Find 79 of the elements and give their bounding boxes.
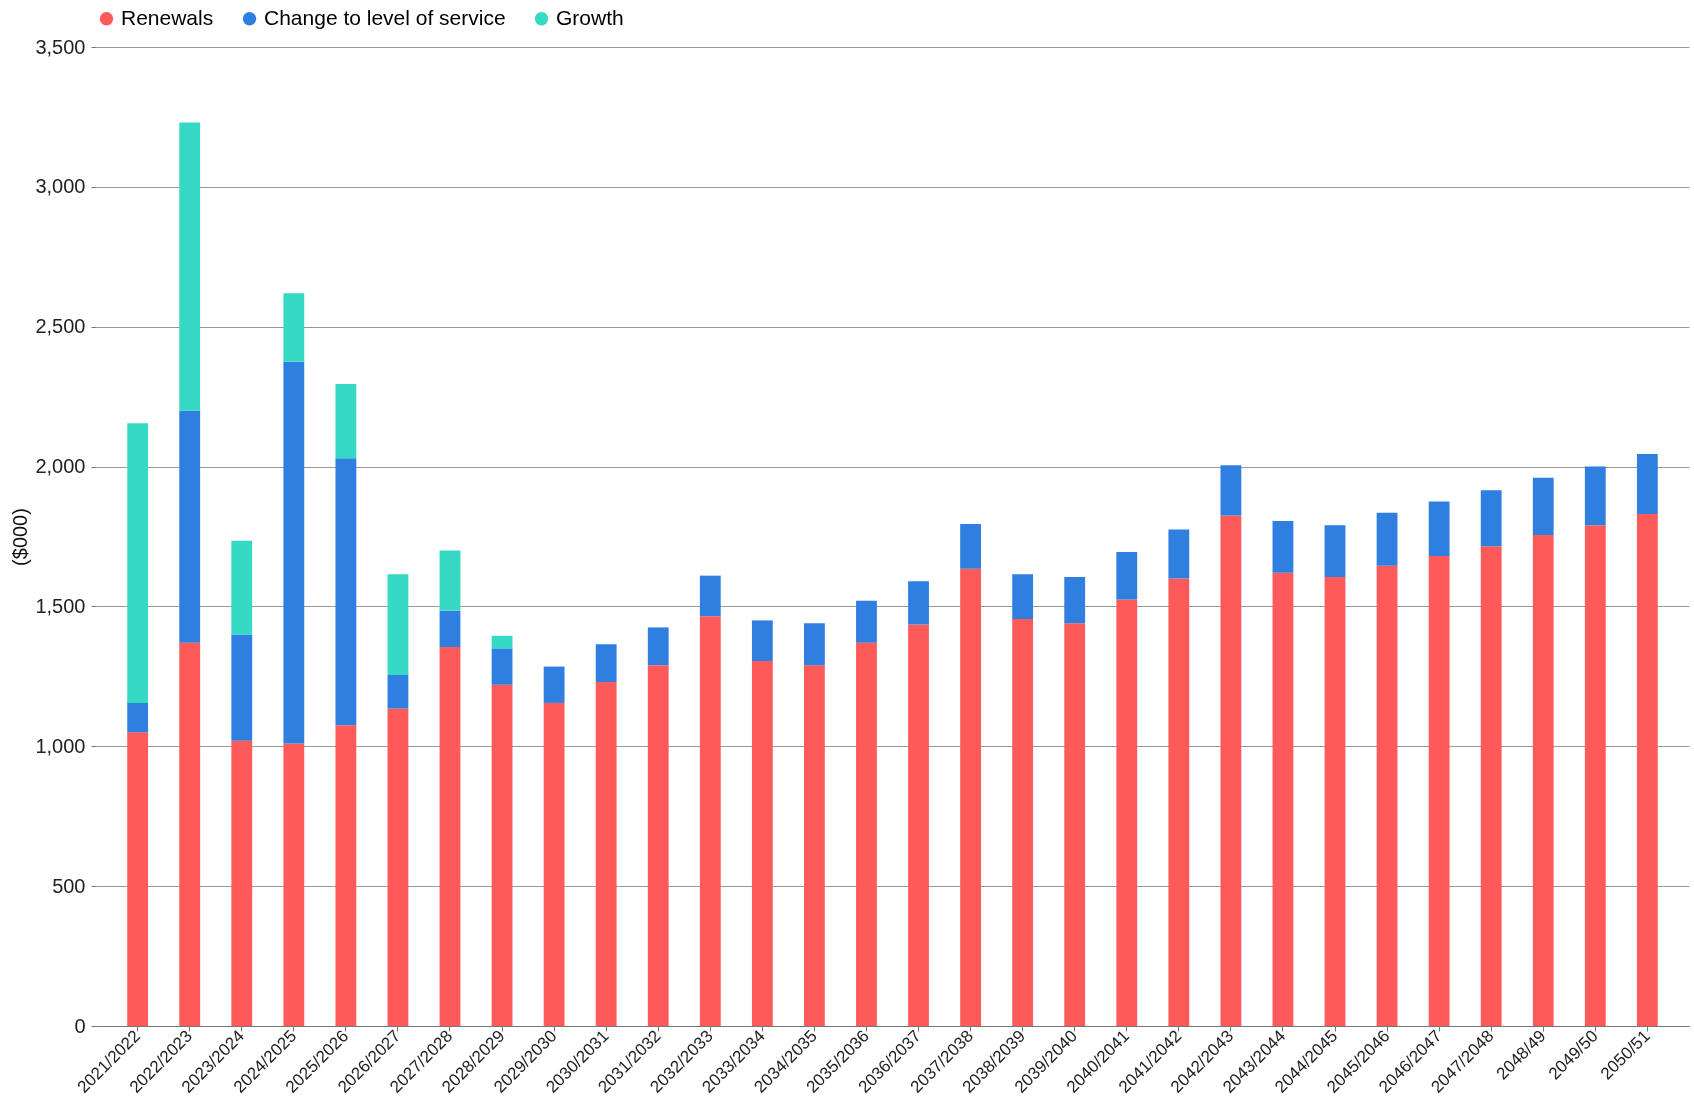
bar — [1636, 514, 1658, 1026]
bar — [543, 702, 565, 1026]
bar — [1116, 551, 1138, 600]
bar — [127, 732, 149, 1026]
bar — [908, 581, 929, 625]
bar — [1532, 535, 1554, 1026]
bar — [491, 684, 513, 1026]
bar — [1636, 453, 1658, 515]
bar — [960, 568, 981, 1026]
bar — [751, 620, 773, 661]
bar — [1272, 521, 1294, 573]
bar — [179, 410, 201, 643]
bar — [856, 600, 877, 643]
bar — [127, 702, 149, 733]
y-tick-label: 1,000 — [35, 734, 86, 757]
y-tick-label: 3,500 — [35, 35, 86, 58]
bar — [856, 642, 877, 1026]
bar — [1428, 556, 1450, 1026]
legend-label: Growth — [556, 5, 624, 29]
bar — [387, 574, 409, 675]
bar — [231, 634, 253, 741]
y-tick-label: 1,500 — [35, 594, 86, 617]
bar — [751, 660, 773, 1026]
bar — [1012, 574, 1034, 620]
bar — [1376, 565, 1398, 1026]
bar — [647, 627, 669, 666]
y-tick-label: 500 — [52, 874, 86, 897]
bar — [699, 575, 721, 617]
bar — [283, 293, 305, 362]
bar — [699, 616, 721, 1026]
bar — [231, 740, 253, 1026]
bar — [1532, 477, 1554, 536]
bar — [491, 648, 513, 685]
bar — [960, 523, 981, 569]
bar — [647, 665, 669, 1026]
bar — [283, 743, 305, 1026]
bar — [1272, 572, 1294, 1026]
y-tick-label: 2,000 — [35, 455, 86, 478]
bar — [595, 644, 617, 682]
bar — [1324, 525, 1346, 578]
bar — [179, 642, 201, 1026]
bar — [1324, 577, 1346, 1026]
bar — [491, 635, 513, 649]
bar — [1012, 619, 1034, 1026]
bar — [1116, 599, 1138, 1026]
bar — [387, 708, 409, 1026]
bar — [1064, 623, 1086, 1026]
bar — [439, 646, 461, 1026]
bar — [283, 361, 305, 744]
legend-label: Change to level of service — [264, 5, 506, 29]
bar — [179, 122, 201, 411]
bar — [1480, 546, 1502, 1026]
bar — [1168, 529, 1190, 579]
bar — [1584, 466, 1606, 526]
y-tick-label: 3,000 — [35, 175, 86, 198]
bar — [1584, 525, 1606, 1026]
bar — [1376, 512, 1398, 566]
bar — [1064, 577, 1086, 624]
bar — [1480, 490, 1502, 547]
bar — [1428, 501, 1450, 557]
bar — [335, 384, 357, 459]
legend-label: Renewals — [121, 5, 214, 29]
bar — [439, 610, 461, 647]
bar — [439, 550, 461, 611]
bar — [1220, 465, 1242, 516]
bar — [595, 681, 617, 1026]
bar — [1168, 578, 1190, 1026]
bar — [335, 458, 357, 726]
y-axis-title: ($000) — [9, 508, 32, 566]
bar — [804, 623, 825, 666]
bar — [231, 540, 253, 635]
bar — [387, 674, 409, 709]
bar — [1220, 515, 1242, 1026]
y-tick-label: 2,500 — [35, 315, 86, 338]
bar — [335, 725, 357, 1026]
bar — [127, 423, 149, 703]
bar — [908, 624, 929, 1026]
bar — [543, 666, 565, 703]
bar — [804, 665, 825, 1026]
